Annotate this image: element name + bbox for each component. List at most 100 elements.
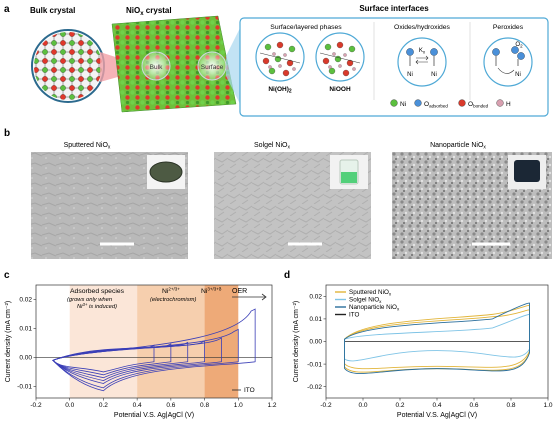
y-tick-label: 0.02: [19, 297, 32, 304]
hydrogen-atom: [278, 64, 282, 68]
legend-label: Solgel NiOx: [349, 297, 382, 305]
structure-atom: [334, 55, 342, 63]
lattice-atom: [78, 67, 84, 73]
lattice-atom: [87, 85, 93, 91]
hydrogen-atom: [338, 64, 342, 68]
shaded-region: [137, 285, 205, 398]
lattice-atom: [60, 32, 66, 37]
legend-h: H: [506, 101, 511, 108]
legend-o-adsorbed: Oadsorbed: [424, 101, 448, 109]
x-tick-label: 0.2: [395, 402, 404, 409]
structure-atom: [268, 67, 276, 75]
hydrogen-atom: [352, 67, 356, 71]
structure-atom: [286, 59, 294, 67]
lattice-atom: [69, 85, 75, 91]
lattice-atom: [87, 40, 93, 46]
surface-interfaces-title: Surface interfaces: [359, 4, 429, 13]
y-tick-label: 0.01: [309, 316, 322, 323]
peroxides-title: Peroxides: [493, 24, 524, 31]
sem-image-nanoparticle: [392, 152, 552, 259]
hydrogen-atom: [328, 65, 332, 69]
legend-o-bonded: Obonded: [468, 101, 489, 109]
lattice-atom: [96, 32, 102, 37]
y-tick-label: 0.00: [309, 339, 322, 346]
legend-label: ITO: [349, 312, 359, 319]
hydrogen-atom: [343, 53, 347, 57]
hydrogen-atom: [283, 53, 287, 57]
lattice-atom: [69, 94, 75, 100]
x-tick-label: 0.4: [133, 402, 142, 409]
adsorbed-note-2: Ni3+ is induced): [77, 302, 117, 310]
hydrogen-atom: [272, 52, 276, 56]
lattice-atom: [69, 32, 75, 37]
structure-atom: [288, 45, 296, 53]
cv-curve: [52, 328, 239, 389]
hydrogen-atom: [332, 52, 336, 56]
nioh2-label: Ni(OH)2: [268, 86, 292, 95]
x-tick-label: 0.6: [469, 402, 478, 409]
lattice-atom: [69, 58, 75, 64]
hydrogen-atom: [292, 67, 296, 71]
lattice-atom: [60, 76, 66, 82]
structure-atom: [322, 57, 330, 65]
panel-c: c -0.2 0.0 0.2 0.4 0.6 0.8 1.0 1.2 -0.01 0.00 0.01…: [4, 270, 277, 419]
lattice-atom: [60, 58, 66, 64]
lattice-atom: [60, 49, 66, 55]
x-tick-label: 0.2: [99, 402, 108, 409]
atom-legend: Ni Oadsorbed Obonded H: [390, 99, 511, 109]
cv-curve: [52, 308, 256, 392]
lattice-atom: [87, 49, 93, 55]
panel-b: b Sputtered NiOx Solgel NiOx Nanoparticl…: [4, 128, 552, 259]
lattice-atom: [78, 58, 84, 64]
panel-d: d -0.2 0.0 0.2 0.4 0.6 0.8 1.0 -0.02 -0.01 0.00 0.…: [284, 270, 553, 419]
x-tick-label: 0.8: [200, 402, 209, 409]
panel-d-letter: d: [284, 270, 290, 281]
x-tick-label: 0.0: [65, 402, 74, 409]
cv-loop: [344, 304, 530, 373]
structure-atom: [282, 69, 290, 77]
x-tick-label: 0.4: [432, 402, 441, 409]
y-tick-label: -0.01: [307, 361, 322, 368]
equilibrium-arrows: [415, 55, 429, 65]
lattice-atom: [34, 58, 39, 64]
lattice-atom: [87, 58, 93, 64]
panel-a-letter: a: [4, 4, 10, 15]
structure-atom: [264, 43, 272, 51]
lattice-atom: [87, 67, 93, 73]
lattice-atom: [69, 76, 75, 82]
panel-a: a Bulk crystal NiOx crystal Bulk Surface: [4, 4, 549, 117]
surface-interfaces-box: Surface interfaces Surface/layered phase…: [239, 4, 549, 117]
niox-crystal-title: NiOx crystal: [126, 6, 172, 17]
legend-ni: Ni: [400, 101, 406, 108]
o2-label: O2: [515, 42, 523, 49]
niooh-label: NiOOH: [329, 86, 351, 93]
ni34-label: Ni3+/3+δ: [201, 287, 222, 296]
lattice-atom: [34, 67, 39, 73]
lattice-atom: [42, 49, 48, 55]
sem-image-sputtered: [31, 152, 188, 259]
cv-chart-c: -0.2 0.0 0.2 0.4 0.6 0.8 1.0 1.2 -0.01 0.00 0.01 0.…: [5, 284, 277, 419]
bulk-label: Bulk: [150, 64, 163, 71]
x-axis-label: Potential V.S. Ag|AgCl (V): [114, 412, 194, 419]
lattice-atom: [69, 49, 75, 55]
lattice-atom: [69, 67, 75, 73]
lattice-atom: [78, 40, 84, 46]
x-tick-label: 1.0: [234, 402, 243, 409]
structure-atom: [274, 55, 282, 63]
sem-title-sputtered: Sputtered NiOx: [64, 142, 111, 151]
panel-c-letter: c: [4, 270, 10, 281]
x-tick-label: 1.0: [543, 402, 552, 409]
lattice-atom: [78, 49, 84, 55]
lattice-atom: [42, 58, 48, 64]
sem-image-solgel: [214, 152, 371, 259]
y-tick-label: 0.02: [309, 294, 322, 301]
lattice-atom: [60, 67, 66, 73]
ni-peroxide-label: Ni: [515, 72, 521, 78]
legend-label: Nanoparticle NiOx: [349, 304, 400, 312]
plot-frame-c: [35, 284, 273, 399]
lattice-atom: [42, 76, 48, 82]
lattice-atom: [69, 40, 75, 46]
adsorbed-note-1: (grows only when: [67, 297, 112, 303]
cv-curve: [52, 344, 155, 373]
